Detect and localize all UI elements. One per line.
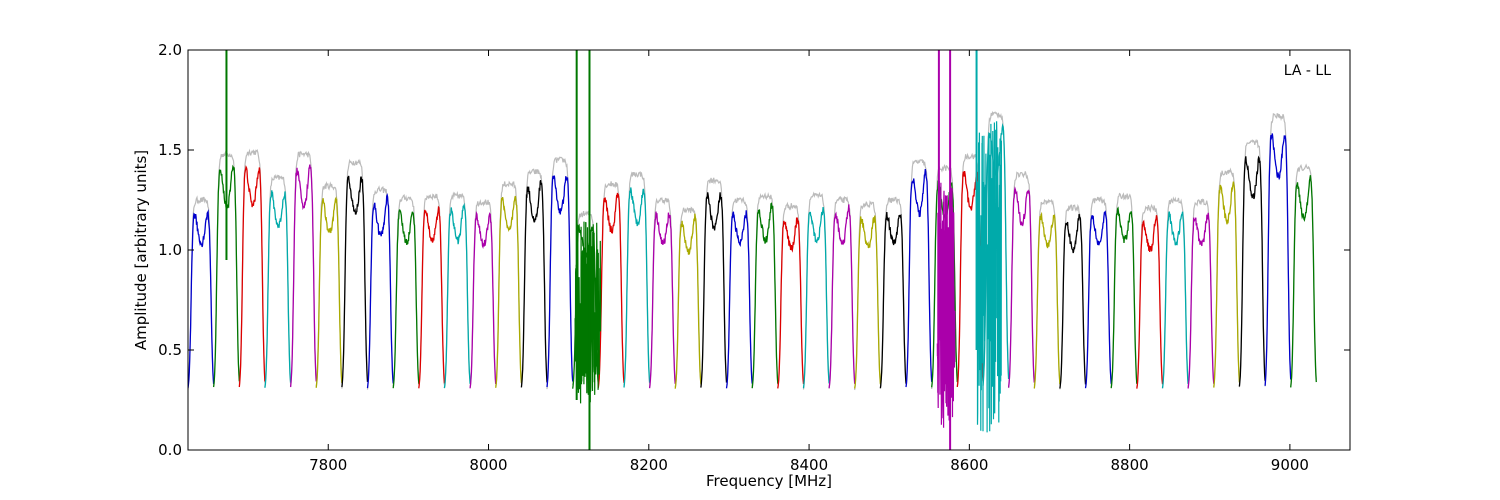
channel-trace-43 (1290, 175, 1317, 388)
channel-trace-36 (1110, 206, 1138, 389)
channel-trace-14 (546, 175, 574, 388)
channel-trace-20 (700, 192, 728, 388)
y-tick-label-2: 1.0 (158, 241, 182, 259)
y-tick-label-1: 0.5 (158, 341, 182, 359)
channel-trace-26 (854, 215, 882, 389)
channel-trace-40 (1213, 181, 1241, 388)
y-tick-label-4: 2.0 (158, 41, 182, 59)
channel-trace-0 (188, 209, 215, 389)
channel-trace-38 (1161, 211, 1189, 389)
channel-trace-28 (905, 168, 933, 388)
channel-trace-2 (238, 165, 266, 388)
rfi-region-0 (574, 221, 602, 404)
channel-trace-6 (341, 175, 369, 388)
channel-trace-7 (366, 192, 394, 389)
rfi-region-2 (976, 121, 1003, 433)
x-tick-label-5: 8800 (1111, 456, 1149, 474)
channel-trace-22 (751, 202, 779, 389)
channel-trace-41 (1238, 155, 1266, 387)
channel-trace-19 (674, 213, 702, 389)
x-tick-label-3: 8400 (790, 456, 828, 474)
channel-trace-27 (879, 211, 907, 389)
channel-trace-10 (443, 202, 471, 389)
channel-trace-32 (1007, 186, 1035, 388)
channel-trace-9 (418, 205, 446, 389)
channel-trace-34 (1059, 213, 1087, 389)
channel-trace-35 (1084, 210, 1112, 389)
channel-trace-24 (802, 207, 830, 389)
channel-trace-37 (1136, 215, 1164, 389)
channel-trace-25 (828, 204, 856, 389)
channel-trace-17 (623, 187, 651, 388)
channel-trace-8 (392, 209, 420, 389)
series-layer (188, 50, 1317, 450)
channel-trace-39 (1187, 212, 1215, 389)
x-tick-label-6: 9000 (1271, 456, 1309, 474)
x-tick-label-4: 8600 (950, 456, 988, 474)
channel-trace-23 (777, 217, 805, 389)
channel-trace-11 (469, 210, 497, 389)
channel-trace-33 (1033, 211, 1061, 389)
channel-trace-21 (725, 210, 753, 389)
plot-area (188, 50, 1350, 450)
channel-trace-18 (648, 211, 676, 389)
tick-layer: 7800 8000 8200 8400 8600 8800 9000 0.0 0.5 1.0 1.5… (158, 41, 1350, 474)
channel-trace-4 (289, 164, 317, 387)
y-axis-title: Amplitude [arbitrary units] (132, 150, 150, 350)
channel-trace-3 (264, 190, 292, 388)
rfi-region-1 (936, 180, 956, 428)
channel-trace-13 (520, 180, 548, 388)
x-axis-title: Frequency [MHz] (706, 472, 832, 490)
y-tick-label-0: 0.0 (158, 441, 182, 459)
channel-trace-16 (597, 192, 625, 388)
x-tick-label-2: 8200 (630, 456, 668, 474)
channel-trace-12 (495, 195, 523, 388)
channel-trace-5 (315, 196, 343, 388)
channel-trace-42 (1264, 133, 1292, 386)
y-tick-label-3: 1.5 (158, 141, 182, 159)
chart-annotation: LA - LL (1284, 63, 1331, 79)
x-tick-label-0: 7800 (309, 456, 347, 474)
x-tick-label-1: 8000 (469, 456, 507, 474)
